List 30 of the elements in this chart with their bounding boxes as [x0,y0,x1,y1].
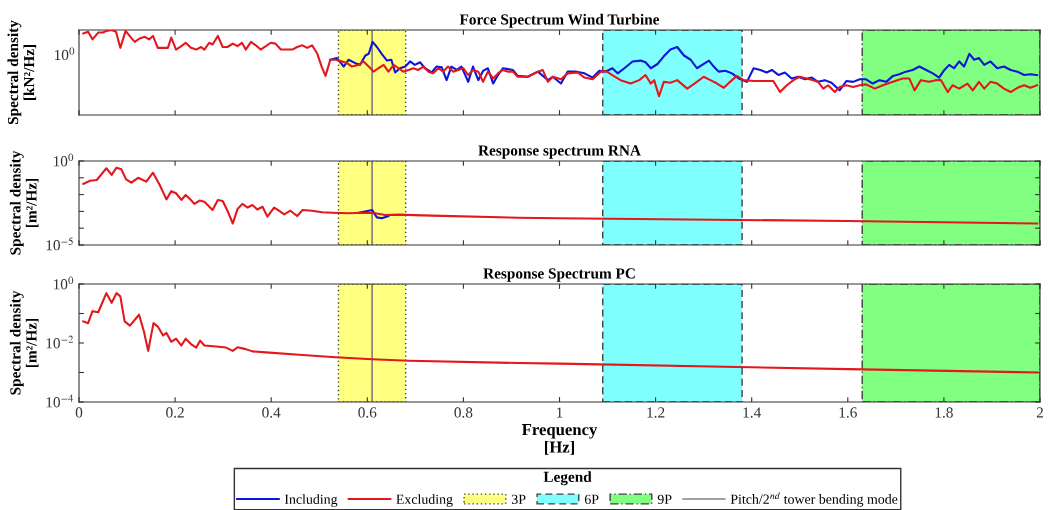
x-tick-label: 0.2 [166,407,184,418]
legend-label: Excluding [396,494,453,507]
chart-title: Response spectrum RNA [478,145,641,159]
y-tick-label: 10$^{0}$ [53,276,74,290]
x-axis-title: Frequency [Hz] [521,424,598,455]
chart-title: Response Spectrum PC [483,268,635,282]
x-tick-label: 1.2 [647,407,665,418]
x-tick-label: 1.4 [743,407,762,418]
legend-label: Including [284,494,338,507]
x-tick-label: 1.8 [935,407,953,418]
y-tick-label: 10$^{−5}$ [46,237,73,251]
legend-label: 3P [511,494,526,504]
legend-label: 9P [657,494,672,504]
x-tick-label: 0.8 [454,407,473,418]
x-tick-label: 1 [557,407,563,418]
y-axis-title: Spectral density [m²/Hz] [9,150,39,255]
y-axis-title: Spectral density [kN²/Hz] [7,20,37,125]
x-tick-label: 0.6 [358,407,377,418]
x-tick-label: 1.6 [839,407,857,418]
x-tick-label: 2 [1036,407,1043,418]
x-tick-label: 0 [75,407,83,418]
y-axis-title: Spectral density [m²/Hz] [9,290,39,395]
chart-title: Force Spectrum Wind Turbine [459,13,660,28]
x-tick-label: 0.4 [262,407,281,418]
legend-title: Legend [543,471,592,486]
legend-label: Pitch/2$^{nd}$ tower bending mode [730,492,898,507]
y-tick-label: 10$^{−4}$ [46,394,74,408]
y-tick-label: 10$^{0}$ [53,153,74,167]
y-tick-label: 10$^{−2}$ [46,335,74,349]
legend-label: 6P [584,494,599,504]
